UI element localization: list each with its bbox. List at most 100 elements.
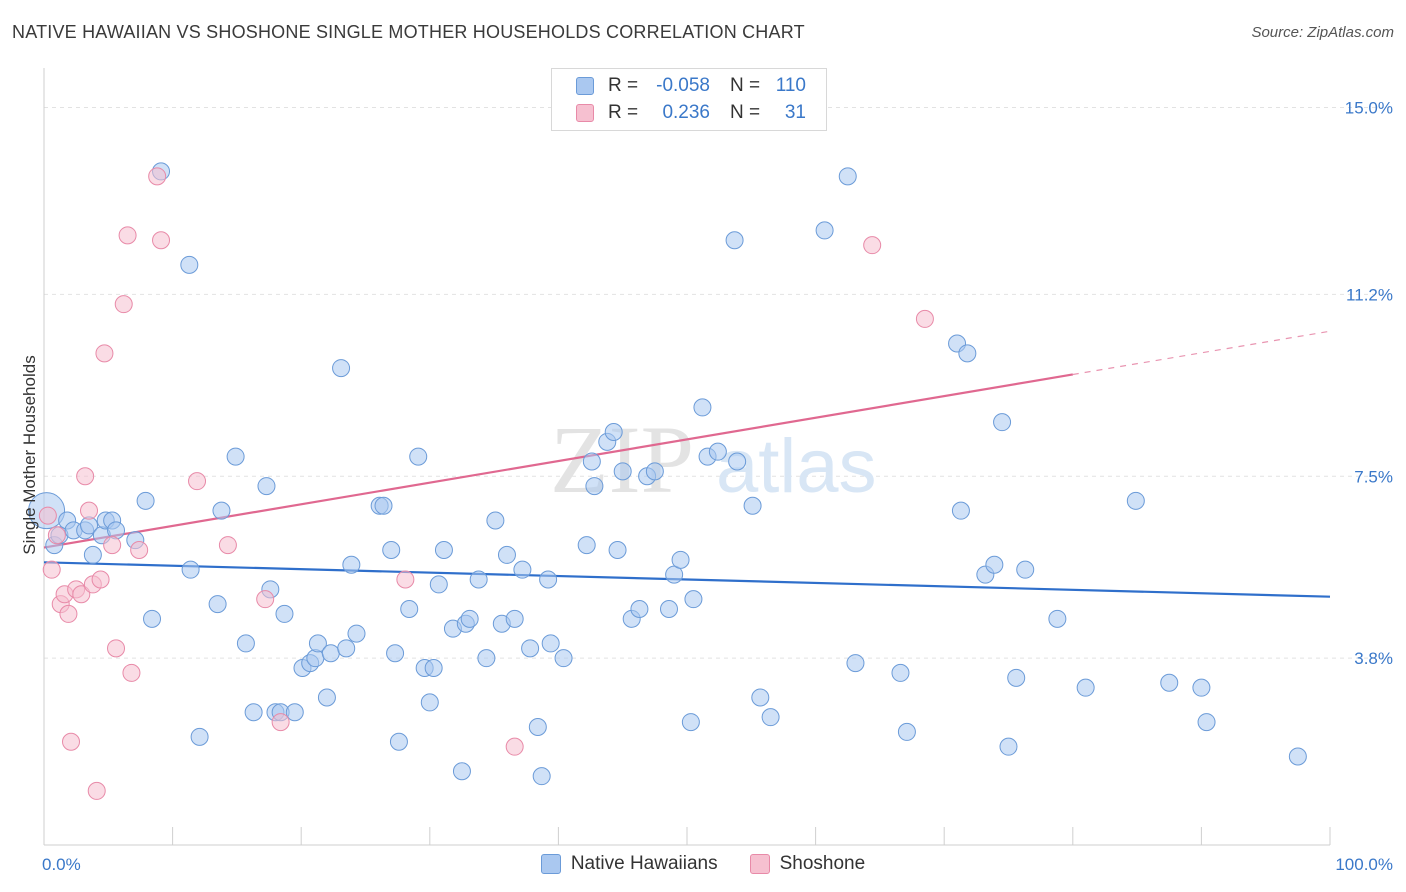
data-point-native-hawaiians — [83, 545, 102, 564]
legend-r-value: -0.058 — [656, 75, 710, 96]
data-point-native-hawaiians — [985, 555, 1004, 574]
data-point-native-hawaiians — [452, 762, 471, 781]
data-point-native-hawaiians — [541, 634, 560, 653]
data-point-native-hawaiians — [409, 447, 428, 466]
legend-n-value: 31 — [784, 102, 806, 123]
data-point-shoshone — [76, 467, 95, 486]
data-point-native-hawaiians — [382, 541, 401, 559]
data-point-native-hawaiians — [332, 359, 351, 378]
data-point-native-hawaiians — [582, 452, 601, 471]
data-point-native-hawaiians — [725, 231, 744, 250]
data-point-native-hawaiians — [308, 634, 327, 653]
x-tick-label-start: 0.0% — [42, 855, 81, 874]
correlation-legend: R = -0.058 N = 110 R = 0.236 N = 31 — [551, 68, 827, 131]
data-point-native-hawaiians — [244, 703, 263, 722]
data-point-native-hawaiians — [743, 496, 762, 515]
data-point-native-hawaiians — [136, 491, 155, 510]
data-point-native-hawaiians — [958, 344, 977, 363]
data-point-native-hawaiians — [208, 595, 227, 614]
x-tick-label-end: 100.0% — [1335, 855, 1393, 874]
data-point-native-hawaiians — [180, 255, 199, 274]
data-point-native-hawaiians — [107, 521, 126, 540]
data-point-native-hawaiians — [693, 398, 712, 417]
series-legend-native-hawaiians[interactable]: Native Hawaiians — [540, 853, 718, 875]
axes — [43, 68, 1331, 846]
data-point-shoshone — [256, 590, 275, 609]
data-point-native-hawaiians — [342, 555, 361, 574]
data-point-shoshone — [87, 781, 106, 800]
data-point-native-hawaiians — [1197, 713, 1216, 732]
data-point-native-hawaiians — [513, 560, 532, 579]
data-point-shoshone — [114, 295, 133, 314]
legend-swatch-blue — [576, 77, 594, 95]
data-point-native-hawaiians — [532, 767, 551, 786]
watermark-zip: ZIP — [550, 406, 694, 513]
series-legend-shoshone[interactable]: Shoshone — [749, 853, 865, 875]
data-point-native-hawaiians — [630, 600, 649, 618]
data-point-native-hawaiians — [897, 722, 916, 741]
data-point-native-hawaiians — [1288, 747, 1307, 766]
data-point-shoshone — [72, 585, 91, 604]
data-point-shoshone — [130, 541, 149, 559]
y-tick-label: 11.2% — [1346, 285, 1393, 304]
trend-line-native-hawaiians — [43, 561, 1331, 598]
data-point-native-hawaiians — [374, 496, 393, 515]
data-point-native-hawaiians — [460, 609, 479, 628]
data-point-native-hawaiians — [604, 423, 623, 441]
data-point-native-hawaiians — [554, 649, 573, 668]
legend-n-label: N = — [730, 102, 761, 123]
data-point-shoshone — [107, 639, 126, 658]
data-point-shoshone — [505, 737, 524, 756]
data-point-shoshone — [80, 501, 99, 520]
data-point-native-hawaiians — [521, 639, 540, 658]
y-axis-label: Single Mother Households — [20, 355, 39, 554]
data-point-shoshone — [103, 536, 122, 555]
gridlines — [44, 107, 1390, 659]
watermark: ZIP atlas — [550, 406, 877, 513]
data-point-shoshone — [118, 226, 137, 245]
legend-n-value: 110 — [775, 75, 806, 96]
data-point-shoshone — [152, 231, 171, 250]
trend-lines — [43, 330, 1331, 598]
legend-row-shoshone: R = 0.236 N = 31 — [576, 100, 806, 126]
data-point-shoshone — [915, 309, 934, 328]
data-point-native-hawaiians — [993, 413, 1012, 432]
data-point-native-hawaiians — [389, 732, 408, 751]
data-point-native-hawaiians — [143, 609, 162, 628]
y-tick-label: 15.0% — [1345, 99, 1393, 118]
series-legend-label: Native Hawaiians — [570, 853, 718, 874]
data-point-shoshone — [396, 570, 415, 589]
data-point-shoshone — [47, 526, 66, 545]
data-point-native-hawaiians — [708, 442, 727, 461]
source-label: Source: ZipAtlas.com — [1251, 24, 1394, 41]
data-point-native-hawaiians — [999, 737, 1018, 756]
data-point-native-hawaiians — [815, 221, 834, 240]
trend-line-shoshone-extension — [1072, 330, 1331, 376]
legend-r-label: R = — [608, 75, 639, 96]
y-tick-label: 7.5% — [1354, 467, 1393, 486]
data-point-native-hawaiians — [505, 609, 524, 628]
data-point-native-hawaiians — [212, 501, 231, 520]
data-point-native-hawaiians — [285, 703, 304, 722]
data-point-native-hawaiians — [1016, 560, 1035, 579]
tick-labels: 3.8% 7.5% 11.2% 15.0% 0.0% 100.0% — [42, 99, 1393, 875]
data-point-native-hawaiians — [181, 560, 200, 579]
chart-title: NATIVE HAWAIIAN VS SHOSHONE SINGLE MOTHE… — [12, 22, 805, 42]
data-point-native-hawaiians — [321, 644, 340, 663]
data-point-native-hawaiians — [645, 462, 664, 481]
data-point-native-hawaiians — [469, 570, 488, 589]
data-point-native-hawaiians — [420, 693, 439, 712]
data-point-native-hawaiians — [838, 167, 857, 186]
data-point-shoshone — [271, 713, 290, 732]
data-point-native-hawaiians — [528, 718, 547, 736]
data-point-native-hawaiians — [434, 541, 453, 559]
data-point-native-hawaiians — [846, 654, 865, 673]
data-point-native-hawaiians — [226, 447, 245, 466]
data-point-native-hawaiians — [1160, 673, 1179, 692]
data-point-native-hawaiians — [400, 600, 419, 618]
data-point-native-hawaiians — [585, 477, 604, 496]
data-point-native-hawaiians — [306, 649, 325, 668]
trend-line-shoshone — [43, 373, 1073, 549]
legend-r-label: R = — [608, 102, 639, 123]
